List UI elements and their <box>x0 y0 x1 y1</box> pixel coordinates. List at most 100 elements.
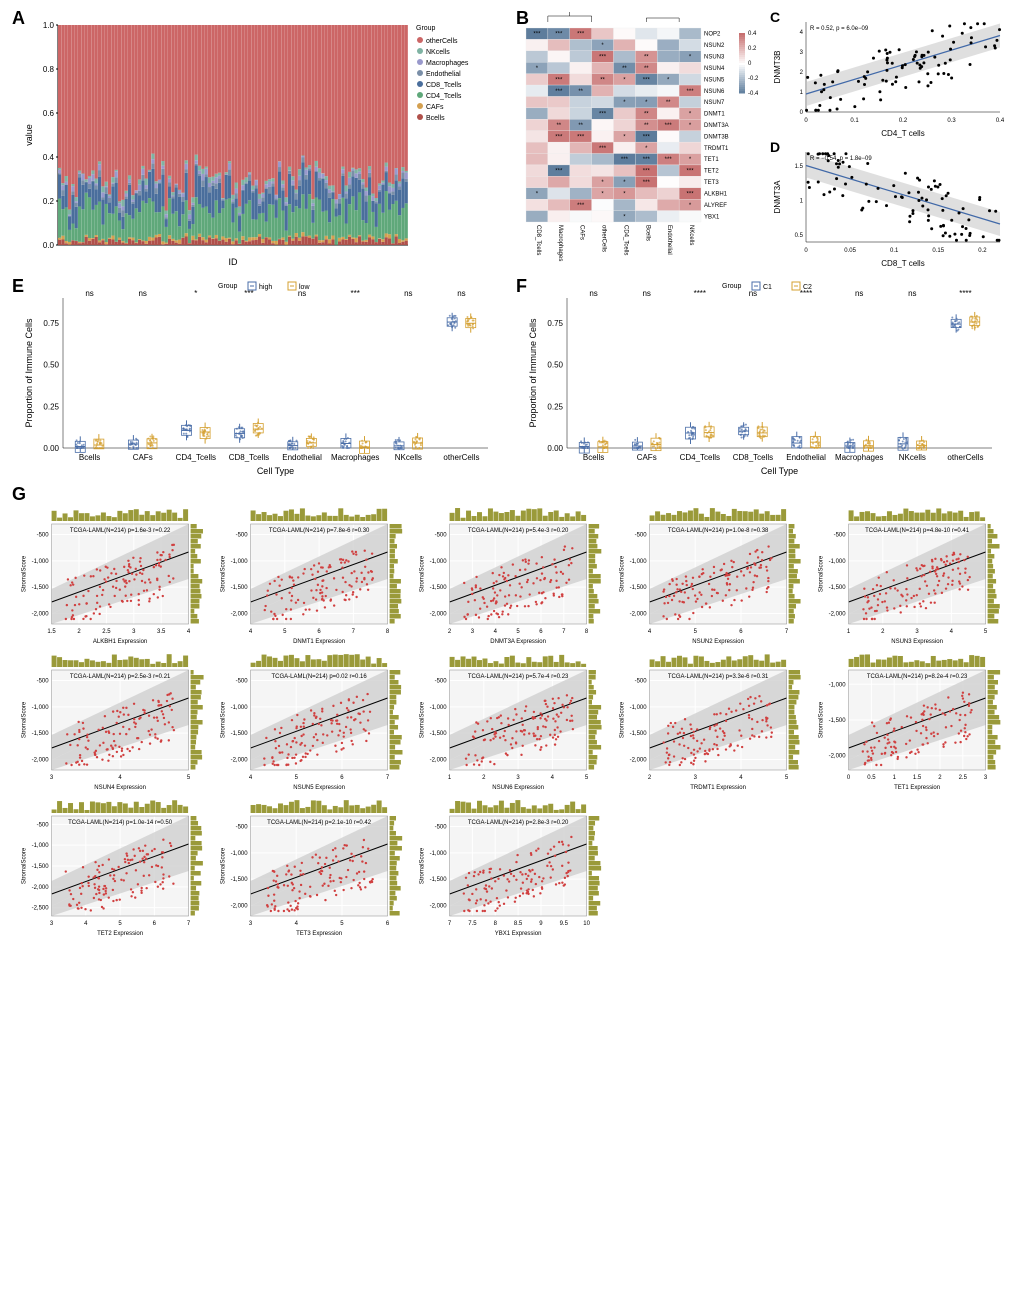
svg-text:***: *** <box>577 32 585 38</box>
svg-text:5: 5 <box>295 775 299 781</box>
svg-text:TCGA-LAML(N=214) p=5.7e-4 r=0.: TCGA-LAML(N=214) p=5.7e-4 r=0.23 <box>468 674 569 680</box>
svg-text:7: 7 <box>562 629 566 635</box>
svg-text:DNMT1 Expression: DNMT1 Expression <box>293 639 345 645</box>
svg-text:8: 8 <box>585 629 589 635</box>
svg-text:-2,000: -2,000 <box>828 754 846 760</box>
svg-text:Endothelial: Endothelial <box>666 225 672 255</box>
svg-text:-2,500: -2,500 <box>32 906 50 912</box>
svg-text:6: 6 <box>540 629 544 635</box>
svg-text:***: *** <box>244 289 253 298</box>
svg-text:ID: ID <box>229 257 239 267</box>
svg-text:CD4_Tcells: CD4_Tcells <box>680 453 720 462</box>
svg-text:-500: -500 <box>435 825 448 831</box>
svg-text:8: 8 <box>494 921 498 927</box>
svg-text:6: 6 <box>318 629 322 635</box>
svg-text:3: 3 <box>50 775 54 781</box>
svg-text:-500: -500 <box>435 679 448 685</box>
svg-text:Macrophages: Macrophages <box>557 225 563 261</box>
svg-text:NSUN5: NSUN5 <box>704 77 725 83</box>
svg-text:Endothelial: Endothelial <box>282 453 322 462</box>
svg-text:0.25: 0.25 <box>43 402 59 411</box>
svg-text:NOP2: NOP2 <box>704 32 721 38</box>
svg-text:CD4_Tcells: CD4_Tcells <box>176 453 216 462</box>
svg-text:-1,500: -1,500 <box>629 585 647 591</box>
svg-text:TCGA-LAML(N=214) p=8.2e-4 r=0.: TCGA-LAML(N=214) p=8.2e-4 r=0.23 <box>867 674 968 680</box>
svg-text:-2,000: -2,000 <box>629 611 647 617</box>
svg-text:5: 5 <box>984 629 988 635</box>
svg-text:3: 3 <box>471 629 475 635</box>
svg-text:Group: Group <box>416 25 436 32</box>
svg-text:-2,000: -2,000 <box>231 611 249 617</box>
svg-text:StromalScore: StromalScore <box>221 847 227 884</box>
svg-text:-500: -500 <box>236 825 249 831</box>
svg-text:DNMT1: DNMT1 <box>704 112 725 118</box>
scatter-nsun2: 4567-500-1,000-1,500-2,000TCGA-LAML(N=21… <box>613 506 806 646</box>
svg-text:5: 5 <box>785 775 789 781</box>
svg-text:0.4: 0.4 <box>748 31 757 37</box>
panel-f: F GroupC1C20.000.250.500.75BcellsnsCAFsn… <box>514 278 1010 478</box>
svg-text:9.5: 9.5 <box>560 921 569 927</box>
svg-text:***: *** <box>351 289 360 298</box>
svg-text:NSUN2: NSUN2 <box>704 43 725 49</box>
svg-text:**: ** <box>644 123 649 129</box>
svg-text:-500: -500 <box>37 533 50 539</box>
svg-text:****: **** <box>694 289 706 298</box>
svg-text:otherCells: otherCells <box>601 225 607 252</box>
panel-a: A 0.00.20.40.60.81.0valueIDGroupotherCel… <box>10 10 506 270</box>
svg-text:2: 2 <box>938 775 942 781</box>
svg-text:0.6: 0.6 <box>43 109 55 118</box>
svg-text:**: ** <box>578 89 583 95</box>
svg-text:0.05: 0.05 <box>844 248 856 254</box>
svg-text:TCGA-LAML(N=214) p=5.4e-3 r=0.: TCGA-LAML(N=214) p=5.4e-3 r=0.20 <box>468 528 569 534</box>
svg-text:TCGA-LAML(N=214) p=2.1e-10 r=0: TCGA-LAML(N=214) p=2.1e-10 r=0.42 <box>267 820 372 826</box>
svg-text:6: 6 <box>153 921 157 927</box>
svg-text:TCGA-LAML(N=214) p=2.5e-3 r=0.: TCGA-LAML(N=214) p=2.5e-3 r=0.21 <box>70 674 171 680</box>
scatter-nsun4: 345-500-1,000-1,500-2,000TCGA-LAML(N=214… <box>15 652 208 792</box>
svg-text:NSUN4: NSUN4 <box>704 66 725 72</box>
panel-f-svg: GroupC1C20.000.250.500.75BcellsnsCAFsnsC… <box>514 278 1010 478</box>
svg-text:***: *** <box>577 134 585 140</box>
svg-text:NKcells: NKcells <box>688 225 694 245</box>
svg-text:5: 5 <box>340 921 344 927</box>
svg-text:1: 1 <box>847 629 851 635</box>
svg-text:NSUN7: NSUN7 <box>704 100 725 106</box>
svg-text:-2,000: -2,000 <box>629 757 647 763</box>
svg-text:StromalScore: StromalScore <box>221 555 227 592</box>
svg-text:ALKBH1: ALKBH1 <box>704 191 728 197</box>
svg-text:CD4_Tcells: CD4_Tcells <box>426 93 462 100</box>
svg-text:ns: ns <box>749 289 757 298</box>
svg-text:StromalScore: StromalScore <box>22 847 28 884</box>
svg-text:8: 8 <box>386 629 390 635</box>
svg-text:NKcells: NKcells <box>426 49 450 56</box>
svg-text:-1,500: -1,500 <box>32 731 50 737</box>
svg-text:-1,000: -1,000 <box>828 559 846 565</box>
svg-text:****: **** <box>800 289 812 298</box>
svg-text:-1,500: -1,500 <box>629 731 647 737</box>
svg-text:CAFs: CAFs <box>426 104 444 111</box>
svg-text:R = −0.54, p = 1.8e−09: R = −0.54, p = 1.8e−09 <box>810 156 872 162</box>
svg-text:5: 5 <box>585 775 589 781</box>
svg-text:-1,000: -1,000 <box>430 705 448 711</box>
svg-text:-0.2: -0.2 <box>748 76 758 82</box>
panel-b-svg: *********NOP2*NSUN2******NSUN3*****NSUN4… <box>514 10 758 270</box>
svg-text:****: **** <box>959 289 971 298</box>
svg-text:6: 6 <box>739 629 743 635</box>
svg-text:Proportion of Immune Cells: Proportion of Immune Cells <box>528 318 538 428</box>
scatter-tet2: 34567-500-1,000-1,500-2,000-2,500TCGA-LA… <box>15 798 208 938</box>
svg-text:-1,500: -1,500 <box>430 731 448 737</box>
svg-text:8.5: 8.5 <box>514 921 523 927</box>
svg-text:10: 10 <box>584 921 591 927</box>
svg-text:**: ** <box>644 66 649 72</box>
svg-text:StromalScore: StromalScore <box>22 701 28 738</box>
svg-text:3: 3 <box>132 629 136 635</box>
svg-text:CAFs: CAFs <box>637 453 657 462</box>
svg-text:***: *** <box>643 77 651 83</box>
svg-text:TET1 Expression: TET1 Expression <box>894 785 940 791</box>
svg-text:-1,500: -1,500 <box>231 585 249 591</box>
svg-text:0.00: 0.00 <box>547 444 563 453</box>
svg-text:1: 1 <box>892 775 896 781</box>
svg-text:3: 3 <box>249 921 253 927</box>
svg-text:*: * <box>194 289 197 298</box>
svg-text:***: *** <box>687 191 695 197</box>
svg-text:0.2: 0.2 <box>748 46 757 52</box>
